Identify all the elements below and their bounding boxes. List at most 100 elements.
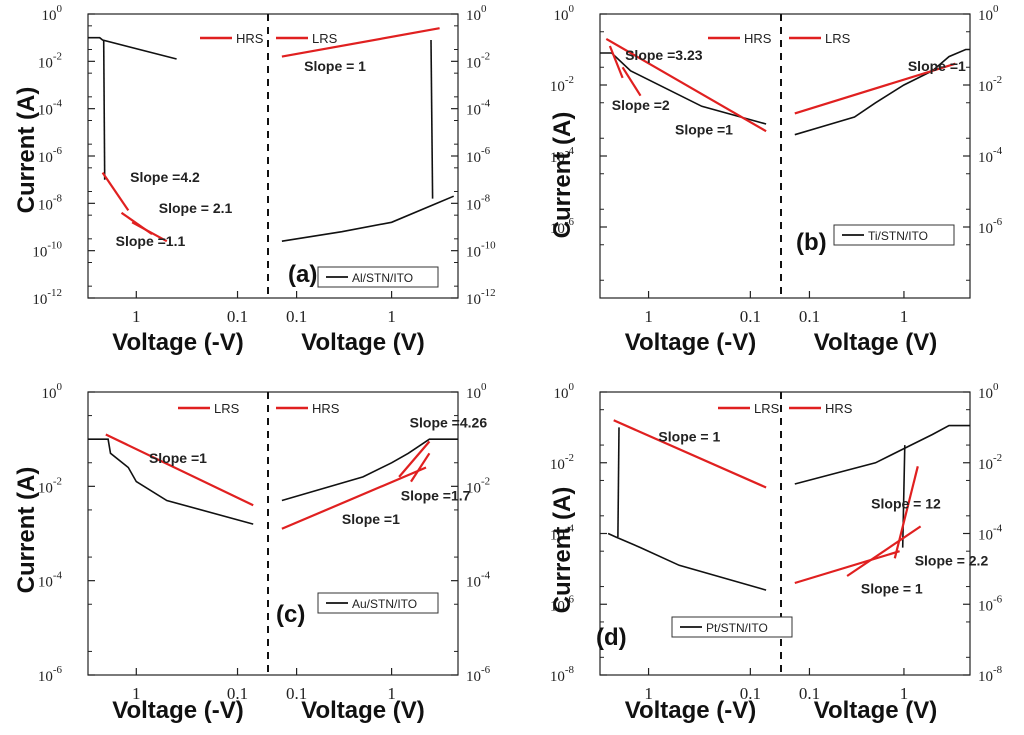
x-tick-label-left: 1 <box>644 307 653 326</box>
data-curve-black-right <box>430 39 434 199</box>
y-tick-exponent: -2 <box>53 50 62 62</box>
y-tick-exponent: 0 <box>993 381 999 393</box>
fit-line-red-left <box>131 221 168 243</box>
y-tick-exponent: -6 <box>565 593 575 605</box>
y-tick-exponent: -4 <box>565 523 575 535</box>
plot-frame <box>87 13 459 299</box>
data-curve-black-left <box>600 52 767 125</box>
y-tick-label-right: 10-6 <box>978 216 1003 237</box>
fit-line-red-right <box>398 440 431 478</box>
slope-annotation: Slope =1 <box>149 450 207 466</box>
y-tick-label-right: 100 <box>466 3 487 24</box>
device-legend-label: Ti/STN/ITO <box>868 229 928 243</box>
y-tick-exponent: -2 <box>565 74 574 86</box>
y-tick-exponent: -4 <box>481 570 491 582</box>
legend-label: HRS <box>825 401 853 416</box>
legend-label: LRS <box>754 401 780 416</box>
y-tick-exponent: -10 <box>47 240 62 252</box>
panel-label: (c) <box>276 601 305 628</box>
y-tick-label-right: 10-4 <box>466 570 491 591</box>
y-tick-exponent: -4 <box>481 98 491 110</box>
y-tick-exponent: -4 <box>53 570 63 582</box>
x-tick-label-left: 1 <box>132 307 141 326</box>
x-tick-label-left: 1 <box>132 684 141 703</box>
device-legend-label: Au/STN/ITO <box>352 597 417 611</box>
fit-line-red-left <box>613 419 767 489</box>
y-tick-label-right: 10-6 <box>466 664 491 685</box>
y-tick-exponent: -12 <box>481 287 496 299</box>
y-tick-exponent: -6 <box>53 145 63 157</box>
y-tick-exponent: -12 <box>47 287 62 299</box>
y-tick-exponent: -4 <box>993 523 1003 535</box>
y-tick-label-left: 10-4 <box>38 570 63 591</box>
y-tick-exponent: -2 <box>993 452 1002 464</box>
y-tick-label-right: 100 <box>978 3 999 24</box>
fit-line-red-right <box>281 27 440 58</box>
slope-annotation: Slope =1 <box>908 58 966 74</box>
y-tick-label-left: 10-4 <box>38 98 63 119</box>
y-tick-exponent: -2 <box>481 475 490 487</box>
fit-line-red-left <box>101 171 130 212</box>
data-curve-black-left <box>617 427 620 538</box>
y-tick-label-right: 10-2 <box>466 50 490 71</box>
y-tick-label-left: 100 <box>554 3 575 24</box>
x-tick-label-right: 0.1 <box>799 684 820 703</box>
legend-label: HRS <box>312 401 340 416</box>
slope-annotation: Slope = 2.1 <box>159 200 233 216</box>
x-tick-label-right: 1 <box>387 684 396 703</box>
x-tick-label-right: 1 <box>900 684 909 703</box>
x-axis-label-right: Voltage (V) <box>814 697 938 724</box>
y-axis-label: Current (A) <box>549 112 576 239</box>
legend-label: HRS <box>236 31 264 46</box>
y-tick-label-right: 100 <box>466 381 487 402</box>
y-tick-label-left: 10-6 <box>38 664 63 685</box>
fit-line-red-left <box>608 45 624 79</box>
y-tick-exponent: -8 <box>993 664 1003 676</box>
slope-annotation: Slope = 1 <box>861 581 923 597</box>
slope-annotation: Slope =4.2 <box>130 169 200 185</box>
y-tick-exponent: -8 <box>481 192 491 204</box>
data-curve-black-right <box>281 195 455 242</box>
y-tick-label-right: 10-8 <box>978 664 1003 685</box>
x-tick-label-left: 0.1 <box>227 684 248 703</box>
device-legend-box <box>833 224 955 246</box>
slope-annotation: Slope =4.26 <box>410 414 488 430</box>
panel-label: (b) <box>796 229 827 256</box>
y-tick-label-left: 10-2 <box>38 475 62 496</box>
y-tick-exponent: -4 <box>993 145 1003 157</box>
y-tick-label-left: 10-2 <box>550 74 574 95</box>
slope-annotation: Slope = 12 <box>871 496 941 512</box>
fit-line-red-right <box>794 62 956 115</box>
slope-annotation: Slope =1.1 <box>116 233 186 249</box>
y-tick-label-right: 10-12 <box>466 287 496 308</box>
y-tick-exponent: -2 <box>565 452 574 464</box>
slope-annotation: Slope =3.23 <box>625 47 703 63</box>
fit-line-red-right <box>281 466 427 530</box>
y-tick-exponent: 0 <box>481 381 487 393</box>
fit-line-red-right <box>410 452 431 483</box>
y-tick-label-left: 10-10 <box>32 240 62 261</box>
x-axis-label-left: Voltage (-V) <box>112 697 244 724</box>
y-tick-exponent: 0 <box>57 3 63 15</box>
data-curve-black-left <box>102 39 106 180</box>
plot-frame <box>87 391 459 676</box>
data-curve-black-left <box>88 36 177 60</box>
y-tick-label-left: 10-2 <box>550 452 574 473</box>
fit-line-red-right <box>893 466 919 559</box>
device-legend-box <box>671 616 793 638</box>
y-tick-label-left: 10-12 <box>32 287 62 308</box>
y-tick-label-right: 10-4 <box>978 523 1003 544</box>
y-tick-exponent: 0 <box>993 3 999 15</box>
fit-line-red-right <box>794 550 900 585</box>
x-tick-label-right: 0.1 <box>286 307 307 326</box>
y-tick-label-right: 10-4 <box>466 98 491 119</box>
slope-annotation: Slope = 1 <box>304 58 366 74</box>
slope-annotation: Slope =1.7 <box>401 487 471 503</box>
y-tick-label-right: 10-6 <box>466 145 491 166</box>
data-curve-black-right <box>794 424 970 485</box>
legend-label: LRS <box>312 31 338 46</box>
y-tick-label-right: 10-2 <box>978 74 1002 95</box>
slope-annotation: Slope =2 <box>612 97 670 113</box>
